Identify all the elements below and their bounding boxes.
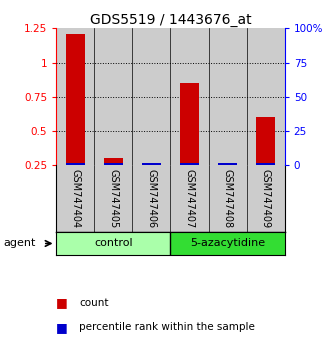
Bar [132,28,170,165]
Bar [256,117,275,165]
Bar [209,28,247,165]
Bar [56,28,94,165]
Bar [56,165,94,232]
FancyBboxPatch shape [170,232,285,255]
Title: GDS5519 / 1443676_at: GDS5519 / 1443676_at [90,13,251,27]
Text: GSM747406: GSM747406 [146,169,157,228]
Bar [66,163,85,165]
Bar [66,34,85,165]
Text: agent: agent [3,239,35,249]
Text: ■: ■ [56,296,68,309]
Text: GSM747408: GSM747408 [222,169,233,228]
FancyBboxPatch shape [56,232,170,255]
Text: GSM747407: GSM747407 [184,169,195,228]
Text: GSM747405: GSM747405 [108,169,118,228]
Bar [132,165,170,232]
Bar [104,158,123,165]
Bar [142,163,161,165]
Text: control: control [94,239,133,249]
Bar [94,28,132,165]
Bar [170,28,209,165]
Bar [180,83,199,165]
Bar [209,165,247,232]
Text: GSM747404: GSM747404 [70,169,80,228]
Text: 5-azacytidine: 5-azacytidine [190,239,265,249]
Text: count: count [79,298,109,308]
Text: ■: ■ [56,321,68,334]
Text: GSM747409: GSM747409 [260,169,271,228]
Bar [170,165,209,232]
Bar [256,163,275,165]
Bar [94,165,132,232]
Bar [247,28,285,165]
Bar [180,163,199,165]
Bar [247,165,285,232]
Text: percentile rank within the sample: percentile rank within the sample [79,322,255,332]
Bar [218,163,237,165]
Bar [104,163,123,165]
